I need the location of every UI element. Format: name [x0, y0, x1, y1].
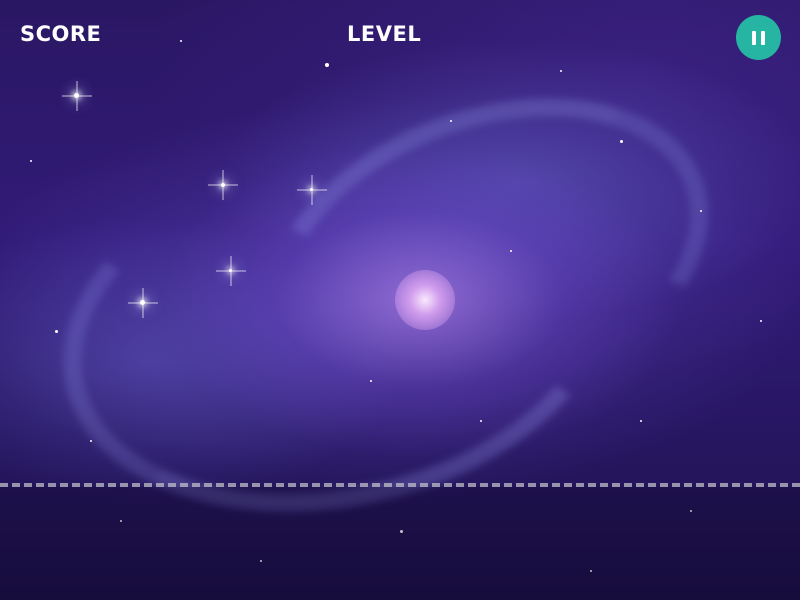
star	[590, 570, 592, 572]
player-zone	[0, 487, 800, 600]
star	[325, 63, 329, 67]
star	[620, 140, 623, 143]
star	[120, 520, 122, 522]
star	[229, 269, 232, 272]
star	[400, 530, 403, 533]
score-label: SCORE	[20, 22, 102, 46]
star	[450, 120, 452, 122]
level-label: LEVEL	[347, 22, 422, 46]
star	[74, 93, 79, 98]
galaxy-core	[395, 270, 455, 330]
star	[221, 183, 225, 187]
star	[180, 40, 182, 42]
star	[480, 420, 482, 422]
pause-button[interactable]	[736, 15, 781, 60]
star	[640, 420, 642, 422]
star	[560, 70, 562, 72]
pause-bar	[761, 30, 765, 45]
star	[30, 160, 32, 162]
pause-icon	[752, 30, 765, 45]
star	[510, 250, 512, 252]
star	[90, 440, 92, 442]
star	[55, 330, 58, 333]
pause-bar	[752, 30, 756, 45]
star	[260, 560, 262, 562]
star	[310, 188, 313, 191]
star	[760, 320, 762, 322]
star	[700, 210, 702, 212]
star	[690, 510, 692, 512]
danger-line	[0, 483, 800, 487]
star	[370, 380, 372, 382]
star	[140, 300, 145, 305]
